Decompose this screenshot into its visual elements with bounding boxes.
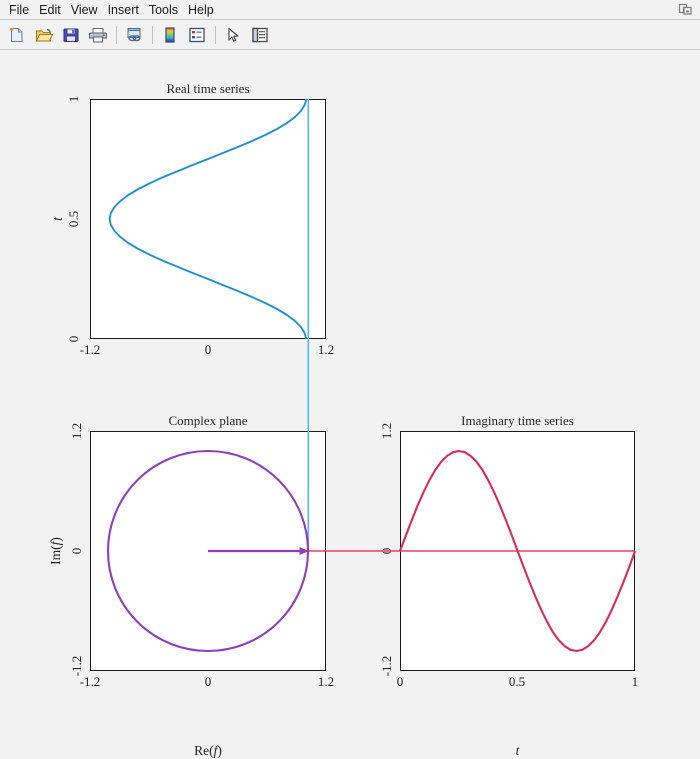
xlabel-complex-plane-suffix: ) [217, 743, 222, 758]
edit-plot-arrow-icon[interactable] [220, 22, 246, 48]
menu-item-tools[interactable]: Tools [148, 3, 179, 17]
menu-item-insert[interactable]: Insert [107, 3, 139, 17]
toolbar-separator-2 [152, 26, 153, 44]
ytick-imag-max: 1.2 [379, 422, 394, 440]
menu-item-view[interactable]: View [70, 3, 98, 17]
ytick-real-1: 1 [66, 95, 81, 103]
xtick-imag-0p5: 0.5 [508, 674, 526, 689]
xtick-complex-max: 1.2 [317, 674, 335, 689]
plot-browser-icon[interactable] [247, 22, 273, 48]
xtick-complex-mid: 0 [204, 674, 212, 689]
ylabel-complex-plane: Im(f) [48, 511, 64, 591]
save-figure-icon[interactable] [58, 22, 84, 48]
toolbar [0, 20, 700, 50]
menu-item-help[interactable]: Help [188, 3, 214, 17]
menubar-divider [0, 19, 700, 20]
ytick-complex-zero: 0 [69, 547, 84, 555]
print-figure-icon[interactable] [85, 22, 111, 48]
ylabel-complex-plane-text: Im( [48, 545, 63, 565]
axes-imaginary-time-series[interactable] [400, 431, 635, 671]
xtick-imag-1: 1 [631, 674, 639, 689]
link-plot-icon[interactable] [121, 22, 147, 48]
xtick-real-mid: 0 [204, 342, 212, 357]
ylabel-complex-plane-suffix: ) [48, 537, 63, 542]
axes-real-time-series[interactable] [90, 99, 326, 339]
toolbar-separator-3 [215, 26, 216, 44]
ylabel-complex-plane-var: f [48, 541, 63, 546]
title-complex-plane: Complex plane [168, 413, 248, 428]
title-imaginary-time-series: Imaginary time series [461, 413, 574, 428]
new-figure-icon[interactable] [4, 22, 30, 48]
xtick-real-max: 1.2 [317, 342, 335, 357]
menu-item-file[interactable]: File [9, 3, 30, 17]
title-real-time-series: Real time series [166, 81, 250, 96]
ytick-imag-zero: 0 [379, 547, 394, 555]
toolbar-divider [0, 49, 700, 50]
toolbar-separator-1 [116, 26, 117, 44]
xlabel-imaginary-time-series: t [515, 743, 520, 758]
axes-complex-plane[interactable] [90, 431, 326, 671]
xtick-imag-0: 0 [396, 674, 404, 689]
ylabel-real-time-series: t [50, 217, 65, 221]
xlabel-complex-plane-text: Re( [194, 743, 214, 758]
xlabel-complex-plane: Re(f) [90, 743, 326, 759]
figure-canvas[interactable]: Real time series 1 0.5 0 -1.2 0 1.2 t Co… [0, 50, 700, 758]
xtick-complex-min: -1.2 [79, 674, 101, 689]
open-file-icon[interactable] [31, 22, 57, 48]
colorbar-icon[interactable] [157, 22, 183, 48]
dock-figure-icon[interactable] [677, 2, 693, 17]
ytick-complex-max: 1.2 [69, 422, 84, 440]
xtick-real-min: -1.2 [79, 342, 101, 357]
menu-bar: File Edit View Insert Tools Help [0, 0, 700, 20]
legend-icon[interactable] [184, 22, 210, 48]
menu-item-edit[interactable]: Edit [39, 3, 61, 17]
ytick-real-0p5: 0.5 [66, 210, 81, 228]
